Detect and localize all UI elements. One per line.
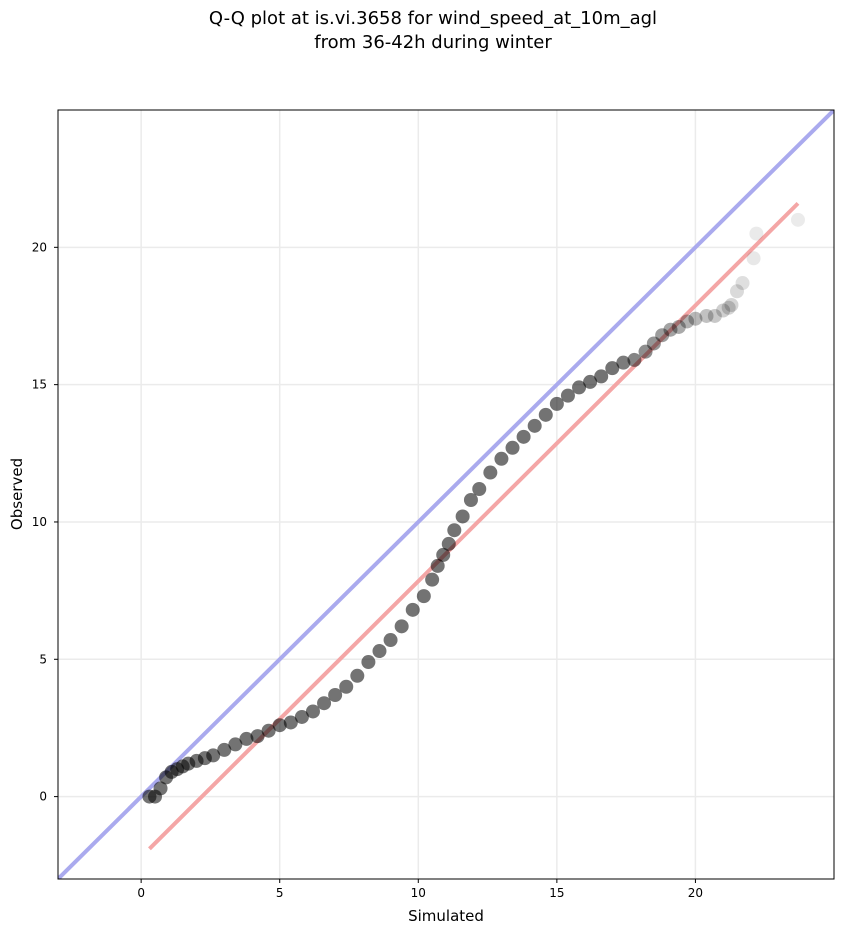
data-point [663, 322, 678, 337]
data-point [394, 619, 409, 634]
data-point [527, 418, 542, 433]
data-point [383, 633, 398, 648]
data-point [361, 655, 376, 670]
data-point [516, 429, 531, 444]
data-point [790, 212, 805, 227]
data-point [430, 558, 445, 573]
y-tick-label: 10 [32, 515, 47, 529]
y-tick-label: 20 [32, 240, 47, 254]
data-point [680, 314, 695, 329]
data-point [228, 737, 243, 752]
data-point [416, 589, 431, 604]
data-point [735, 276, 750, 291]
data-point [749, 226, 764, 241]
data-point [217, 742, 232, 757]
x-tick-label: 20 [688, 886, 703, 900]
y-tick-label: 0 [39, 790, 47, 804]
data-point [455, 509, 470, 524]
data-point [730, 284, 744, 299]
data-point [441, 536, 456, 551]
data-point [405, 602, 420, 617]
data-point [716, 303, 731, 318]
data-point [294, 709, 309, 724]
data-point [483, 465, 498, 480]
chart-title-line-1: Q-Q plot at is.vi.3658 for wind_speed_at… [209, 8, 657, 29]
data-point [572, 380, 587, 395]
data-point [655, 328, 670, 343]
data-point [594, 369, 609, 384]
x-tick-label: 10 [411, 886, 426, 900]
y-axis-label: Observed [8, 458, 26, 530]
data-point [350, 668, 365, 683]
x-tick-label: 5 [276, 886, 284, 900]
data-point [425, 572, 440, 587]
data-point [605, 361, 620, 376]
data-point [317, 696, 332, 711]
data-point [472, 482, 487, 497]
data-point [494, 451, 509, 466]
data-point [646, 336, 661, 351]
x-tick-label: 0 [137, 886, 145, 900]
data-point [627, 352, 642, 367]
data-point [153, 781, 168, 796]
data-point [447, 523, 462, 538]
axis-ticks: 0 5 10 15 20 0 5 10 15 20 [32, 240, 703, 900]
data-point [339, 679, 354, 694]
data-point [638, 344, 653, 359]
data-point [250, 729, 265, 744]
y-tick-label: 5 [39, 652, 47, 666]
data-point [261, 723, 276, 738]
data-point [538, 407, 553, 422]
data-point [305, 704, 320, 719]
data-point [724, 297, 739, 312]
data-point [239, 731, 254, 746]
data-point [671, 319, 686, 334]
data-point [721, 300, 736, 315]
data-point [560, 388, 575, 403]
data-point [463, 492, 478, 507]
chart-title-line-2: from 36-42h during winter [314, 32, 552, 53]
data-point [272, 718, 287, 733]
data-points [142, 212, 805, 804]
x-axis-label: Simulated [408, 907, 484, 925]
y-tick-label: 15 [32, 378, 47, 392]
fit-line [148, 201, 800, 851]
data-point [746, 251, 761, 266]
plot-frame [57, 109, 835, 880]
data-point [372, 644, 387, 659]
identity-line [58, 110, 834, 879]
data-point [206, 748, 221, 763]
data-point [616, 355, 631, 370]
data-point [283, 715, 298, 730]
data-point [707, 308, 722, 323]
data-point [328, 687, 343, 702]
data-point [549, 396, 564, 411]
grid-lines [58, 110, 834, 879]
data-point [583, 374, 598, 389]
data-point [436, 547, 451, 562]
data-point [688, 311, 703, 326]
data-point [505, 440, 520, 455]
data-point [699, 308, 714, 323]
x-tick-label: 15 [549, 886, 564, 900]
